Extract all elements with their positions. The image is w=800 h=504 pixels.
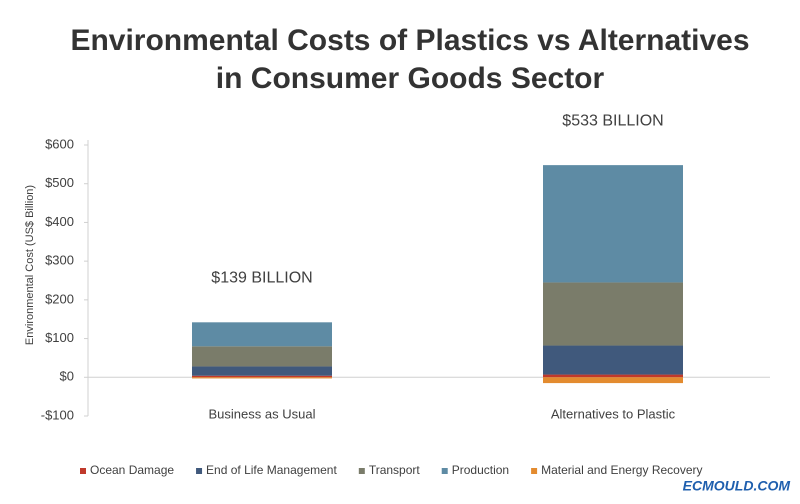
annotation: $139 BILLION (211, 270, 312, 287)
y-tick-label: $100 (45, 330, 74, 345)
bar-segment (543, 377, 683, 384)
y-tick-label: $500 (45, 175, 74, 190)
bar-segment (543, 282, 683, 346)
watermark: ECMOULD.COM (683, 478, 791, 494)
y-axis-label: Environmental Cost (US$ Billion) (24, 185, 36, 345)
legend-label: Production (452, 463, 509, 477)
legend-label: End of Life Management (206, 463, 337, 477)
bar-segment (192, 366, 332, 376)
x-tick-label: Alternatives to Plastic (551, 406, 676, 421)
legend-swatch (80, 468, 86, 474)
y-tick-label: -$100 (41, 407, 74, 422)
chart-title: in Consumer Goods Sector (216, 62, 605, 95)
y-tick-label: $300 (45, 253, 74, 268)
legend-swatch (358, 468, 365, 474)
bar-segment (192, 377, 332, 379)
bar-segment (192, 375, 332, 378)
legend-swatch (531, 468, 538, 474)
legend-label: Ocean Damage (90, 463, 174, 477)
bar-segment (192, 346, 332, 367)
y-tick-label: $200 (45, 291, 74, 306)
bar-segment (543, 165, 683, 283)
chart-title: Environmental Costs of Plastics vs Alter… (70, 24, 749, 57)
legend-label: Material and Energy Recovery (541, 463, 702, 477)
bar-segment (543, 345, 683, 375)
legend-swatch (196, 468, 203, 474)
legend-label: Transport (369, 463, 421, 477)
bar-segment (543, 374, 683, 378)
y-tick-label: $400 (45, 214, 74, 229)
annotation: $533 BILLION (562, 112, 663, 129)
x-tick-label: Business as Usual (209, 406, 316, 421)
y-tick-label: $0 (60, 369, 74, 384)
y-tick-label: $600 (45, 136, 74, 151)
bar-segment (192, 322, 332, 347)
legend-swatch (441, 468, 448, 474)
